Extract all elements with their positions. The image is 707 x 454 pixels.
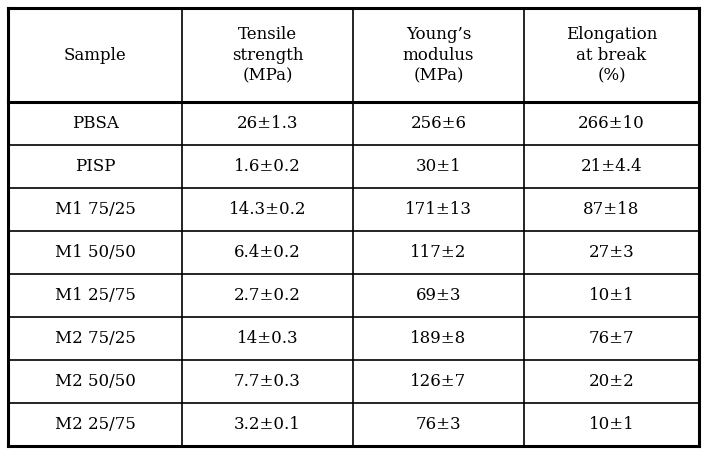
Text: Sample: Sample (64, 47, 127, 64)
Text: 27±3: 27±3 (589, 244, 634, 261)
Text: M2 75/25: M2 75/25 (54, 330, 136, 347)
Text: PBSA: PBSA (71, 115, 119, 132)
Text: M1 25/75: M1 25/75 (54, 287, 136, 304)
Text: 30±1: 30±1 (416, 158, 462, 175)
Text: Young’s
modulus
(MPa): Young’s modulus (MPa) (403, 26, 474, 84)
Text: 21±4.4: 21±4.4 (580, 158, 643, 175)
Text: 266±10: 266±10 (578, 115, 645, 132)
Text: 3.2±0.1: 3.2±0.1 (234, 416, 301, 433)
Text: 256±6: 256±6 (411, 115, 467, 132)
Text: 6.4±0.2: 6.4±0.2 (234, 244, 301, 261)
Text: M2 25/75: M2 25/75 (54, 416, 136, 433)
Text: 7.7±0.3: 7.7±0.3 (234, 373, 301, 390)
Text: 189±8: 189±8 (410, 330, 467, 347)
Text: 1.6±0.2: 1.6±0.2 (234, 158, 301, 175)
Text: 14±0.3: 14±0.3 (237, 330, 298, 347)
Text: 69±3: 69±3 (416, 287, 461, 304)
Text: M1 75/25: M1 75/25 (54, 201, 136, 218)
Text: 26±1.3: 26±1.3 (237, 115, 298, 132)
Text: M2 50/50: M2 50/50 (54, 373, 136, 390)
Text: 14.3±0.2: 14.3±0.2 (229, 201, 306, 218)
Text: 126±7: 126±7 (410, 373, 467, 390)
Text: Tensile
strength
(MPa): Tensile strength (MPa) (232, 26, 303, 84)
Text: 10±1: 10±1 (589, 287, 634, 304)
Text: 87±18: 87±18 (583, 201, 640, 218)
Text: 171±13: 171±13 (405, 201, 472, 218)
Text: 76±3: 76±3 (416, 416, 462, 433)
Text: 20±2: 20±2 (589, 373, 634, 390)
Text: 76±7: 76±7 (589, 330, 634, 347)
Text: Elongation
at break
(%): Elongation at break (%) (566, 26, 658, 84)
Text: M1 50/50: M1 50/50 (54, 244, 136, 261)
Text: 10±1: 10±1 (589, 416, 634, 433)
Text: 117±2: 117±2 (410, 244, 467, 261)
Text: 2.7±0.2: 2.7±0.2 (234, 287, 301, 304)
Text: PISP: PISP (75, 158, 115, 175)
